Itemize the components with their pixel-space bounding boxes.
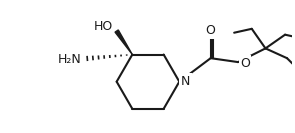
Text: HO: HO bbox=[93, 20, 113, 33]
Polygon shape bbox=[115, 30, 132, 55]
Text: H₂N: H₂N bbox=[58, 53, 81, 66]
Text: O: O bbox=[206, 24, 216, 37]
Text: N: N bbox=[181, 75, 190, 88]
Text: O: O bbox=[240, 57, 250, 70]
